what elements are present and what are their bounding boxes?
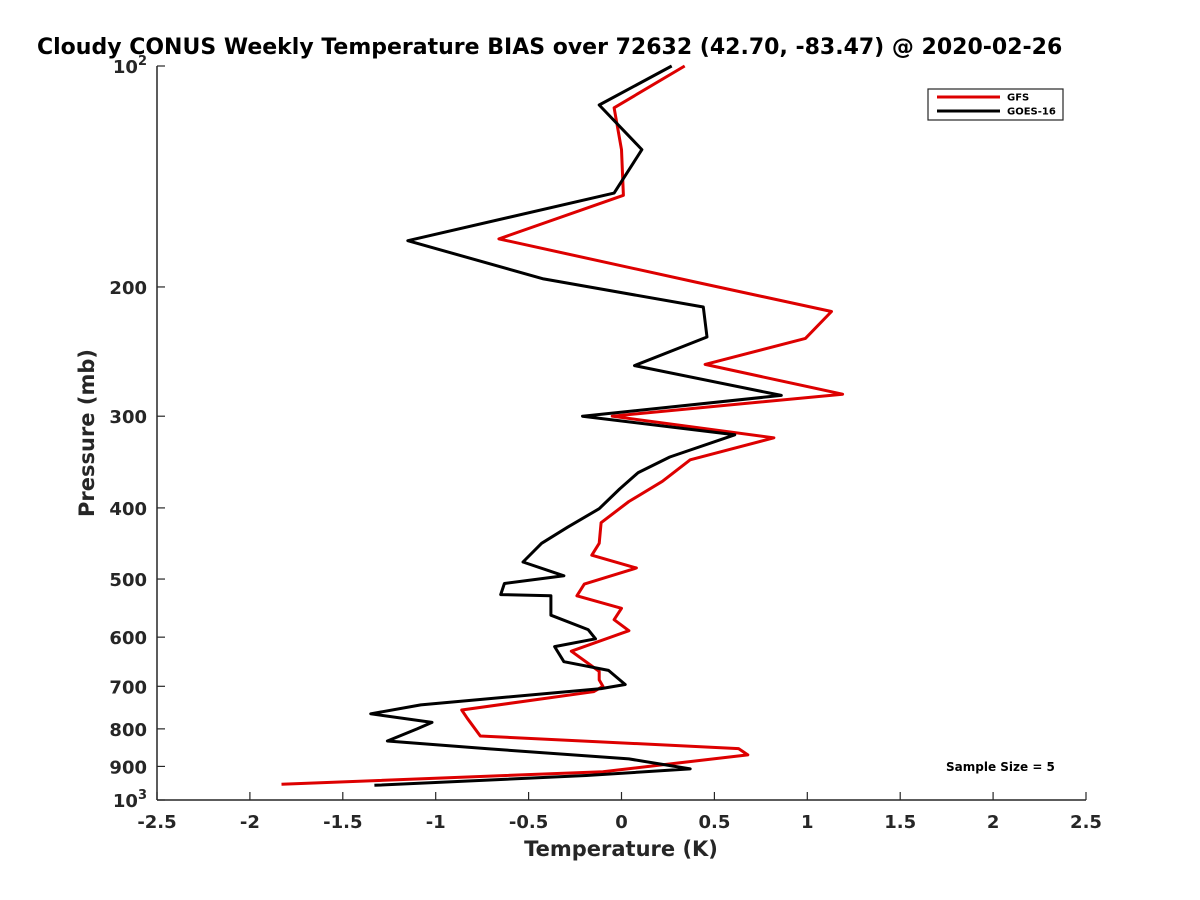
- y-tick-label: 102: [113, 54, 147, 78]
- x-tick-label: 2.5: [1070, 812, 1102, 833]
- sample-size-annotation: Sample Size = 5: [946, 760, 1055, 774]
- legend-label-goes-16: GOES-16: [1007, 107, 1056, 118]
- x-tick-label: -1.5: [323, 812, 362, 833]
- y-ticks: 102 200 300 400 500 600 700 800 900 103: [109, 54, 165, 812]
- x-ticks: -2.5 -2 -1.5 -1 -0.5 0 0.5 1 1.5 2 2.5: [137, 792, 1102, 833]
- y-tick-label: 300: [109, 407, 147, 428]
- x-tick-label: 0: [615, 812, 628, 833]
- y-axis-label: Pressure (mb): [75, 349, 99, 517]
- series-layer: [281, 64, 845, 787]
- y-tick-label: 900: [109, 757, 147, 778]
- y-tick-label: 400: [109, 499, 147, 520]
- x-tick-label: 1: [801, 812, 814, 833]
- y-tick-label: 200: [109, 278, 147, 299]
- x-tick-label: 1.5: [884, 812, 916, 833]
- x-tick-label: 2: [987, 812, 1000, 833]
- x-tick-label: 0.5: [698, 812, 730, 833]
- legend-box: [927, 88, 1064, 121]
- x-tick-label: -2: [240, 812, 260, 833]
- y-tick-label: 700: [109, 677, 147, 698]
- series-line-goes-16: [369, 64, 783, 787]
- x-tick-label: -2.5: [137, 812, 176, 833]
- y-tick-label: 103: [113, 788, 147, 812]
- x-tick-label: -1: [426, 812, 446, 833]
- legend-label-gfs: GFS: [1007, 93, 1029, 104]
- y-tick-label: 600: [109, 628, 147, 649]
- y-tick-label: 800: [109, 720, 147, 741]
- legend: GFS GOES-16: [927, 88, 1064, 121]
- plot-area: -2.5 -2 -1.5 -1 -0.5 0 0.5 1 1.5 2 2.5 102 200 300 40…: [109, 54, 1102, 833]
- x-axis-label: Temperature (K): [524, 837, 718, 861]
- x-tick-label: -0.5: [509, 812, 548, 833]
- series-line-gfs: [281, 64, 845, 786]
- chart-title: Cloudy CONUS Weekly Temperature BIAS ove…: [37, 35, 1062, 60]
- y-tick-label: 500: [109, 570, 147, 591]
